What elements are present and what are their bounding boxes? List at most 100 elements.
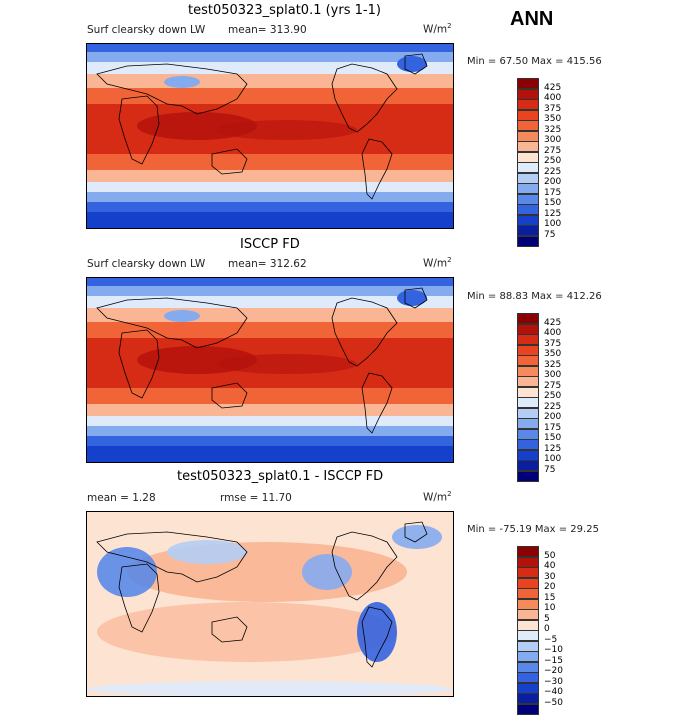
coastline bbox=[96, 63, 248, 115]
field-band bbox=[87, 426, 453, 436]
colorbar-cell bbox=[517, 235, 539, 247]
field-patch bbox=[97, 602, 397, 662]
colorbar-tick-label: 275 bbox=[544, 380, 562, 391]
field-patch bbox=[397, 290, 427, 306]
colorbar-cell bbox=[517, 365, 539, 377]
panel-3-map bbox=[86, 511, 454, 697]
panel-1-title: test050323_splat0.1 (yrs 1-1) bbox=[188, 3, 381, 18]
coastline bbox=[361, 606, 393, 668]
colorbar-tick-label: 20 bbox=[544, 582, 556, 592]
field-band bbox=[87, 192, 453, 202]
colorbar-cell bbox=[517, 355, 539, 366]
colorbar-tick-label: 0 bbox=[544, 624, 550, 634]
panel-1-mean: mean= 313.90 bbox=[228, 24, 307, 36]
coastline bbox=[118, 95, 160, 165]
colorbar-cell bbox=[517, 418, 539, 429]
colorbar-tick-label: 225 bbox=[544, 166, 562, 177]
colorbar-cell bbox=[517, 172, 539, 184]
coastline bbox=[118, 563, 160, 633]
colorbar-cell bbox=[517, 598, 539, 610]
colorbar-cell bbox=[517, 386, 539, 398]
colorbar-tick-label: 150 bbox=[544, 198, 562, 208]
colorbar-tick-label: 125 bbox=[544, 208, 562, 219]
coastline bbox=[96, 531, 248, 583]
panel-2-minmax: Min = 88.83 Max = 412.26 bbox=[467, 291, 602, 302]
coastline bbox=[96, 297, 248, 349]
colorbar-tick-label: 200 bbox=[544, 177, 562, 187]
colorbar-tick-label: 400 bbox=[544, 328, 562, 338]
panel-2-map bbox=[86, 277, 454, 463]
panel-1-minmax: Min = 67.50 Max = 415.56 bbox=[467, 56, 602, 67]
panel-1-units: W/m2 bbox=[423, 22, 452, 36]
field-patch bbox=[217, 354, 357, 374]
colorbar-tick-label: 350 bbox=[544, 114, 562, 124]
field-band bbox=[87, 52, 453, 62]
panel-1-map bbox=[86, 43, 454, 229]
colorbar-tick-label: 75 bbox=[544, 229, 556, 240]
panel-3-rmse: rmse = 11.70 bbox=[220, 492, 292, 504]
colorbar-cell bbox=[517, 439, 539, 450]
colorbar-cell bbox=[517, 323, 539, 335]
panel-3-units: W/m2 bbox=[423, 490, 452, 504]
colorbar-tick-label: −20 bbox=[544, 666, 563, 676]
panel-2-units: W/m2 bbox=[423, 256, 452, 270]
colorbar-cell bbox=[517, 556, 539, 568]
colorbar-cell bbox=[517, 214, 539, 226]
coastline bbox=[331, 297, 398, 367]
colorbar-tick-label: 5 bbox=[544, 613, 550, 624]
colorbar-tick-label: 275 bbox=[544, 145, 562, 156]
colorbar-tick-label: 100 bbox=[544, 454, 562, 464]
colorbar-cell bbox=[517, 640, 539, 652]
colorbar-tick-label: 225 bbox=[544, 401, 562, 412]
colorbar-cell bbox=[517, 78, 539, 89]
coastline bbox=[331, 63, 398, 133]
colorbar-cell bbox=[517, 120, 539, 131]
colorbar-tick-label: −5 bbox=[544, 634, 558, 645]
colorbar-tick-label: 175 bbox=[544, 187, 562, 198]
colorbar-cell bbox=[517, 651, 539, 662]
field-patch bbox=[164, 76, 200, 88]
colorbar-cell bbox=[517, 619, 539, 631]
field-patch bbox=[357, 602, 397, 662]
colorbar-cell bbox=[517, 588, 539, 599]
field-patch bbox=[164, 310, 200, 322]
colorbar-tick-label: 150 bbox=[544, 433, 562, 443]
field-patch bbox=[392, 525, 442, 549]
colorbar-tick-label: 325 bbox=[544, 124, 562, 135]
colorbar-cell bbox=[517, 162, 539, 173]
panel-1-variable: Surf clearsky down LW bbox=[87, 24, 206, 36]
coastline bbox=[404, 53, 428, 75]
field-band bbox=[87, 88, 453, 104]
field-band bbox=[87, 182, 453, 192]
coastline bbox=[404, 521, 428, 543]
colorbar-cell bbox=[517, 204, 539, 215]
field-patch bbox=[97, 547, 157, 597]
coastline bbox=[331, 531, 398, 601]
panel-3-title: test050323_splat0.1 - ISCCP FD bbox=[177, 469, 384, 484]
field-band bbox=[87, 404, 453, 416]
colorbar-cell bbox=[517, 449, 539, 461]
colorbar-tick-label: 250 bbox=[544, 391, 562, 401]
colorbar-tick-label: 375 bbox=[544, 338, 562, 349]
colorbar-cell bbox=[517, 609, 539, 620]
coastline bbox=[361, 372, 393, 434]
colorbar-cell bbox=[517, 567, 539, 578]
field-patch bbox=[217, 120, 357, 140]
field-band bbox=[87, 202, 453, 212]
colorbar-tick-label: −50 bbox=[544, 697, 563, 708]
colorbar-tick-label: 425 bbox=[544, 317, 562, 328]
panel-3-minmax: Min = -75.19 Max = 29.25 bbox=[467, 524, 599, 535]
coastline bbox=[404, 287, 428, 309]
colorbar-cell bbox=[517, 661, 539, 673]
colorbar-tick-label: 350 bbox=[544, 349, 562, 359]
colorbar-cell bbox=[517, 693, 539, 704]
colorbar-tick-label: 15 bbox=[544, 592, 556, 603]
field-patch bbox=[87, 681, 453, 696]
season-label: ANN bbox=[510, 8, 554, 30]
coastline bbox=[211, 382, 248, 409]
colorbar-tick-label: 400 bbox=[544, 93, 562, 103]
colorbar-cell bbox=[517, 141, 539, 152]
colorbar-tick-label: 300 bbox=[544, 370, 562, 380]
field-band bbox=[87, 74, 453, 88]
colorbar-tick-label: 75 bbox=[544, 464, 556, 475]
